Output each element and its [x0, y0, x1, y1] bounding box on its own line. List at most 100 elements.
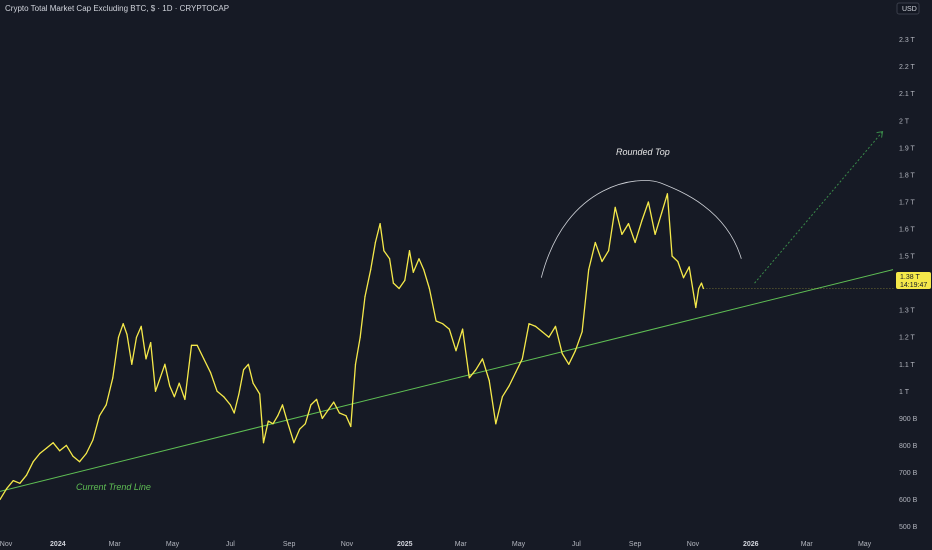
price-point [515, 371, 517, 373]
rounded-top-arc [540, 180, 742, 278]
y-tick-label: 2.3 T [899, 37, 916, 44]
price-point [293, 442, 295, 444]
price-point [528, 323, 530, 325]
x-tick-label: May [166, 541, 180, 548]
price-point [412, 271, 414, 273]
price-point [698, 287, 700, 290]
y-tick-label: 2.1 T [899, 91, 916, 98]
price-point [150, 342, 152, 344]
price-point [488, 379, 490, 382]
y-tick-label: 500 B [899, 524, 918, 531]
price-point [561, 352, 563, 355]
price-point [333, 401, 335, 403]
price-point [85, 452, 87, 455]
price-point [277, 415, 279, 417]
price-point [462, 328, 464, 330]
x-tick-label: Mar [801, 541, 814, 548]
price-point [621, 233, 623, 235]
price-point [682, 277, 685, 279]
x-tick-label: May [512, 541, 526, 548]
price-point [252, 382, 254, 384]
price-point [383, 250, 385, 252]
price-point [677, 260, 679, 263]
price-point [79, 461, 81, 463]
y-tick-label: 1.1 T [899, 362, 916, 369]
price-point [203, 358, 205, 360]
price-point [126, 333, 128, 336]
price-point [122, 323, 124, 325]
price-point [98, 415, 101, 417]
price-point [423, 269, 425, 271]
price-point [588, 269, 590, 271]
price-point [105, 404, 107, 406]
price-point [404, 279, 406, 281]
price-point [32, 461, 34, 463]
price-point [247, 363, 249, 365]
price-point [272, 423, 274, 425]
y-tick-label: 900 B [899, 416, 918, 423]
price-point [501, 396, 503, 398]
x-tick-label: Nov [0, 541, 13, 548]
price-point [190, 344, 193, 346]
x-tick-label: Nov [341, 541, 354, 548]
price-point [535, 325, 537, 327]
price-point [281, 404, 284, 406]
x-tick-label: Mar [109, 541, 122, 548]
price-point [364, 296, 366, 298]
price-point [117, 336, 120, 338]
price-point [216, 390, 218, 392]
price-point [688, 266, 690, 268]
price-point [374, 241, 376, 244]
x-tick-label: Jul [226, 541, 235, 548]
price-point [574, 350, 577, 352]
chart-title: Crypto Total Market Cap Excluding BTC, $… [5, 4, 229, 13]
x-tick-label: Jul [572, 541, 581, 548]
price-point [164, 363, 166, 365]
currency-label: USD [902, 6, 917, 13]
price-point [541, 331, 543, 333]
x-tick-label: Sep [283, 541, 296, 548]
price-point [223, 396, 225, 398]
price-point [435, 320, 437, 322]
price-point [39, 452, 41, 455]
price-point [178, 382, 180, 384]
price-point [408, 250, 411, 252]
plot-area: Current Trend Line Rounded Top [0, 131, 895, 501]
y-tick-label: 2 T [899, 118, 910, 125]
price-point [641, 220, 643, 222]
price-point [19, 482, 21, 484]
price-point [229, 404, 231, 406]
price-point [25, 474, 28, 476]
projection-arrow-line [754, 131, 883, 284]
price-point [521, 358, 523, 360]
price-point [389, 258, 391, 260]
y-tick-label: 800 B [899, 443, 918, 450]
price-point [299, 428, 301, 430]
price-point [159, 377, 161, 379]
price-point [52, 442, 54, 444]
y-tick-label: 600 B [899, 497, 918, 504]
price-point [310, 404, 312, 406]
price-point [442, 323, 444, 325]
price-point [92, 439, 94, 441]
currency-badge[interactable]: USD [896, 2, 920, 15]
x-tick-label: 2025 [397, 541, 413, 548]
price-point [647, 201, 650, 203]
price-point [468, 377, 470, 379]
price-point [6, 488, 8, 490]
trend-line-label: Current Trend Line [76, 482, 151, 492]
price-point [173, 396, 175, 398]
price-point [65, 444, 67, 446]
price-point [666, 193, 669, 195]
price-point [59, 450, 61, 452]
price-point [267, 420, 269, 422]
trend-line [0, 269, 894, 492]
price-point [72, 455, 74, 457]
price-point [508, 385, 510, 387]
price-point [700, 282, 703, 284]
price-point [135, 336, 138, 338]
price-point [568, 363, 570, 365]
price-point [495, 423, 497, 425]
